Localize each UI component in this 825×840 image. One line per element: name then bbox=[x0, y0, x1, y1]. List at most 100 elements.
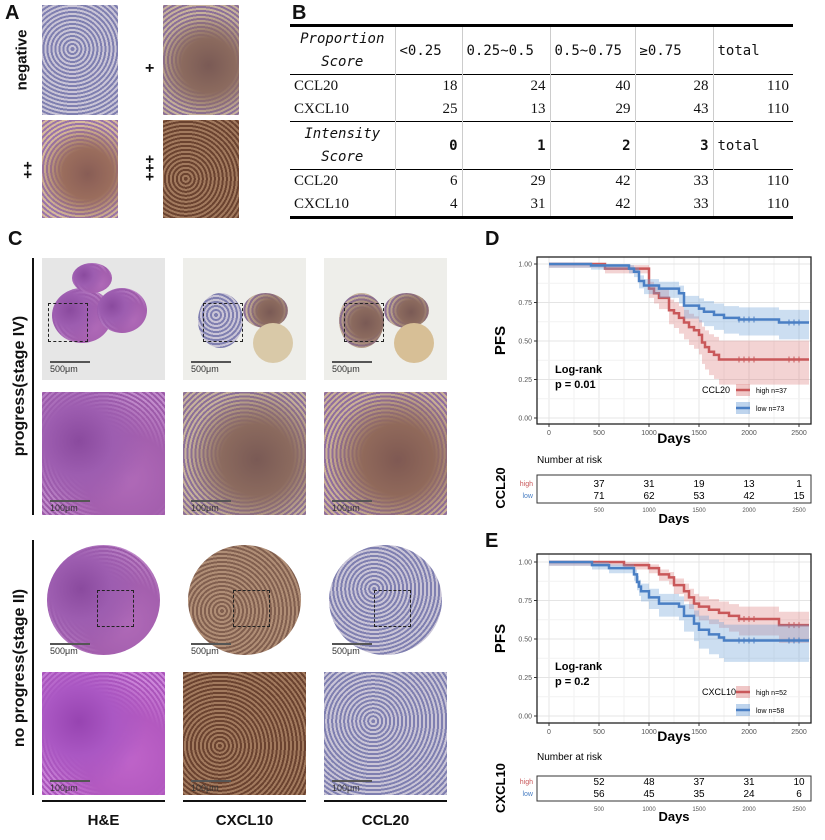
scale-bar: 100μm bbox=[332, 780, 372, 793]
risk-count: 1 bbox=[796, 479, 802, 490]
scale-bar: 100μm bbox=[50, 780, 90, 793]
risk-table-title: Number at risk bbox=[537, 455, 603, 466]
x-tick-label: 500 bbox=[593, 430, 605, 437]
x-tick-label: 2000 bbox=[741, 729, 757, 736]
risk-count: 42 bbox=[743, 491, 755, 502]
risk-x-tick-label: 2000 bbox=[742, 807, 756, 813]
km-curve bbox=[549, 560, 809, 627]
header-cell: 0.5~0.75 bbox=[550, 25, 636, 75]
cell: 42 bbox=[550, 169, 636, 193]
risk-count: 10 bbox=[793, 777, 805, 788]
ihc-image-negative bbox=[42, 5, 118, 115]
risk-x-tick-label: 2500 bbox=[792, 807, 806, 813]
header-cell: 0.25~0.5 bbox=[462, 25, 551, 75]
risk-row-label: high bbox=[520, 481, 533, 488]
x-axis-label: Days bbox=[657, 728, 691, 744]
cell: 42 bbox=[550, 193, 636, 218]
label-negative: negative bbox=[13, 29, 31, 91]
cell: 110 bbox=[767, 101, 789, 117]
header-cell: <0.25 bbox=[395, 25, 463, 75]
cell: 28 bbox=[635, 74, 714, 98]
panel-label-d: D bbox=[485, 228, 500, 250]
cell: 43 bbox=[635, 98, 714, 122]
risk-count: 37 bbox=[693, 777, 705, 788]
row-label-no-progress: no progress(stage II) bbox=[11, 588, 28, 748]
legend-label: low n=58 bbox=[756, 708, 784, 715]
cell: 40 bbox=[550, 74, 636, 98]
cxcl10-zoom-progress: 100μm bbox=[183, 392, 306, 515]
row-label: CCL20 bbox=[290, 74, 396, 98]
he-zoom-no-progress: 100μm bbox=[42, 672, 165, 795]
cell: 4 bbox=[395, 193, 463, 218]
scale-bar: 500μm bbox=[50, 643, 90, 656]
y-tick-label: 0.25 bbox=[518, 675, 532, 682]
row-label-progress: progress(stage IV) bbox=[11, 315, 28, 457]
row-divider bbox=[32, 540, 34, 795]
legend-label: high n=52 bbox=[756, 690, 787, 697]
x-tick-label: 2500 bbox=[791, 729, 807, 736]
column-rule bbox=[324, 800, 447, 802]
km-curve bbox=[549, 560, 809, 642]
table-row: CCL20 18 24 40 28 110 bbox=[290, 74, 793, 98]
risk-x-tick-label: 2500 bbox=[792, 508, 806, 514]
x-tick-label: 1500 bbox=[691, 430, 707, 437]
km-curve bbox=[549, 262, 809, 324]
panel-label-b: B bbox=[292, 2, 307, 24]
risk-x-axis-label: Days bbox=[658, 511, 689, 525]
label-plus-plus: ++ bbox=[19, 161, 37, 179]
risk-count: 15 bbox=[793, 491, 805, 502]
risk-row-label: low bbox=[522, 791, 533, 798]
x-tick-label: 0 bbox=[547, 729, 551, 736]
header-cell: 0 bbox=[395, 121, 463, 170]
risk-count: 45 bbox=[643, 789, 655, 800]
proportion-header-row: Proportion Score <0.25 0.25~0.5 0.5~0.75… bbox=[290, 25, 793, 75]
header-cell: 1 bbox=[462, 121, 551, 170]
ccl20-zoom-progress: 100μm bbox=[324, 392, 447, 515]
risk-count: 24 bbox=[743, 789, 755, 800]
y-tick-label: 0.00 bbox=[518, 714, 532, 721]
header-cell: ≥0.75 bbox=[635, 25, 714, 75]
risk-count: 56 bbox=[593, 789, 605, 800]
risk-row-label: low bbox=[522, 493, 533, 500]
km-curve bbox=[549, 262, 809, 361]
panel-label-c: C bbox=[8, 228, 23, 250]
column-rule bbox=[183, 800, 306, 802]
ccl20-zoom-no-progress: 100μm bbox=[324, 672, 447, 795]
confidence-band bbox=[549, 562, 809, 643]
score-table: Proportion Score <0.25 0.25~0.5 0.5~0.75… bbox=[290, 24, 793, 219]
legend-label: high n=37 bbox=[756, 388, 787, 395]
risk-group-label: CCL20 bbox=[493, 467, 508, 508]
scale-bar: 500μm bbox=[191, 361, 231, 374]
risk-table-title: Number at risk bbox=[537, 752, 603, 763]
risk-x-tick-label: 1000 bbox=[642, 508, 656, 514]
scale-bar: 100μm bbox=[191, 780, 231, 793]
legend-title: CCL20 bbox=[702, 385, 730, 395]
risk-count: 37 bbox=[593, 479, 605, 490]
cell: 31 bbox=[462, 193, 551, 218]
table-row: CXCL10 4 31 42 33 110 bbox=[290, 193, 793, 218]
header-cell: Proportion Score bbox=[290, 25, 396, 75]
cell: 18 bbox=[395, 74, 463, 98]
risk-x-tick-label: 2000 bbox=[742, 508, 756, 514]
km-plot-ccl20: 0.000.250.500.751.000 500 1000 1500 2000 2500… bbox=[492, 256, 812, 525]
scale-bar: 500μm bbox=[332, 361, 372, 374]
y-tick-label: 0.75 bbox=[518, 598, 532, 605]
scale-bar: 100μm bbox=[191, 500, 231, 513]
cxcl10-overview-progress: 500μm bbox=[183, 258, 306, 380]
y-tick-label: 1.00 bbox=[518, 560, 532, 567]
header-cell: 3 bbox=[635, 121, 714, 170]
cell: 29 bbox=[550, 98, 636, 122]
panel-label-a: A bbox=[5, 2, 20, 24]
y-tick-label: 0.00 bbox=[518, 416, 532, 423]
p-value: p = 0.01 bbox=[555, 379, 596, 391]
risk-x-axis-label: Days bbox=[658, 809, 689, 824]
row-label: CXCL10 bbox=[290, 193, 396, 218]
risk-count: 62 bbox=[643, 491, 655, 502]
ihc-image-plus-plus-plus bbox=[163, 120, 239, 218]
risk-count: 19 bbox=[693, 479, 705, 490]
risk-x-tick-label: 500 bbox=[594, 508, 605, 514]
cxcl10-zoom-no-progress: 100μm bbox=[183, 672, 306, 795]
scale-bar: 500μm bbox=[332, 643, 372, 656]
cell: 110 bbox=[767, 78, 789, 94]
risk-count: 31 bbox=[643, 479, 655, 490]
